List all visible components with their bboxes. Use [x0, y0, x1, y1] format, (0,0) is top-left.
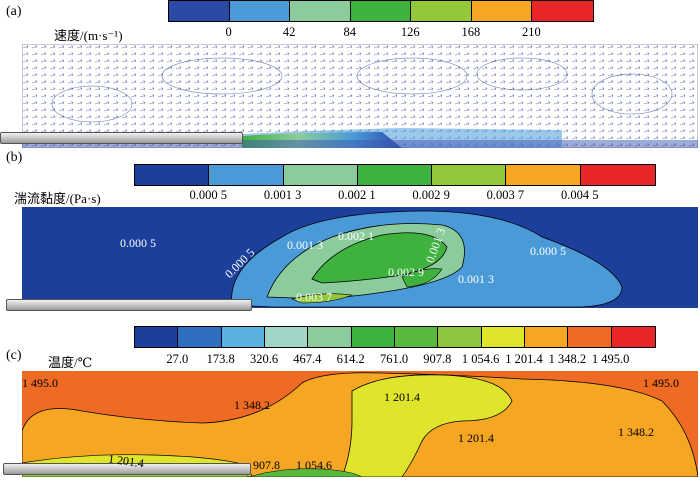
contour-label: 1 201.4	[384, 390, 420, 404]
colorbar-swatch	[169, 1, 230, 21]
colorbar-tick-label: 126	[400, 25, 420, 39]
colorbar-tick-label: 42	[282, 25, 296, 39]
colorbar-swatch	[438, 327, 482, 347]
lance-rod-c	[3, 463, 251, 475]
colorbar-swatch	[524, 327, 569, 347]
temperature-contour	[22, 371, 698, 477]
colorbar-swatch	[264, 327, 309, 347]
colorbar-tick-label: 84	[343, 25, 356, 39]
velocity-colorbar	[168, 0, 594, 22]
contour-label: 0.003 7	[296, 290, 332, 304]
panel-c-label: (c)	[6, 348, 22, 363]
colorbar-swatch	[229, 1, 291, 21]
contour-label: 1 348.2	[234, 398, 270, 412]
contour-label: 0.002 9	[388, 265, 424, 279]
colorbar-tick-label: 614.2	[336, 352, 365, 366]
colorbar-swatch	[506, 165, 581, 185]
panel-a-label: (a)	[6, 4, 22, 19]
temperature-colorbar	[134, 326, 656, 348]
panel-b-label: (b)	[6, 150, 23, 165]
colorbar-swatch	[580, 165, 655, 185]
colorbar-swatch	[135, 327, 179, 347]
colorbar-swatch	[481, 327, 525, 347]
colorbar-tick-label: 467.4	[293, 352, 322, 366]
contour-label: 1 348.2	[618, 425, 654, 439]
colorbar-swatch	[532, 1, 593, 21]
colorbar-swatch	[471, 1, 533, 21]
contour-label: 0.000 5	[530, 244, 566, 258]
colorbar-tick-label: 168	[461, 25, 481, 39]
colorbar-tick-label: 0.004 5	[560, 188, 599, 202]
colorbar-tick-label: 210	[522, 25, 541, 39]
contour-label: 0.001 3	[287, 238, 323, 252]
contour-label: 0.001 3	[458, 272, 494, 286]
colorbar-swatch	[135, 165, 210, 185]
colorbar-tick-label: 27.0	[166, 352, 189, 366]
colorbar-tick-label: 173.8	[206, 352, 235, 366]
viscosity-colorbar	[134, 164, 656, 186]
colorbar-swatch	[178, 327, 222, 347]
contour-label: 1 495.0	[643, 376, 679, 390]
colorbar-swatch	[308, 327, 352, 347]
colorbar-swatch	[611, 327, 655, 347]
temperature-colorbar-title: 温度/℃	[48, 355, 93, 370]
velocity-vector-field	[22, 44, 698, 148]
contour-label: 1 495.0	[22, 376, 58, 390]
viscosity-colorbar-title: 湍流黏度/(Pa·s)	[14, 191, 101, 206]
colorbar-tick-label: 0.000 5	[189, 188, 228, 202]
colorbar-tick-label: 320.6	[249, 352, 279, 366]
colorbar-tick-label: 907.8	[423, 352, 452, 366]
colorbar-tick-label: 761.0	[379, 352, 409, 366]
colorbar-swatch	[283, 165, 358, 185]
colorbar-swatch	[394, 327, 439, 347]
velocity-colorbar-title: 速度/(m·s⁻¹)	[54, 28, 123, 43]
colorbar-swatch	[221, 327, 265, 347]
colorbar-swatch	[351, 327, 395, 347]
colorbar-tick-label: 1 201.4	[505, 352, 543, 366]
lance-rod-b	[6, 299, 252, 311]
colorbar-swatch	[568, 327, 612, 347]
colorbar-tick-label: 1 495.0	[591, 352, 630, 366]
contour-label: 1 054.6	[296, 458, 332, 472]
contour-label: 0.002 1	[338, 229, 374, 243]
colorbar-swatch	[357, 165, 433, 185]
colorbar-tick-label: 0.002 9	[412, 188, 450, 202]
colorbar-tick-label: 0	[225, 25, 232, 39]
colorbar-tick-label: 0.002 1	[338, 188, 376, 202]
colorbar-tick-label: 1 348.2	[548, 352, 587, 366]
lance-rod	[0, 132, 243, 144]
colorbar-tick-label: 1 054.6	[461, 352, 500, 366]
colorbar-swatch	[350, 1, 412, 21]
contour-label: 907.8	[253, 458, 280, 472]
turbulent-viscosity-contour	[22, 207, 698, 308]
colorbar-tick-label: 0.001 3	[263, 188, 302, 202]
colorbar-tick-label: 0.003 7	[486, 188, 525, 202]
colorbar-swatch	[209, 165, 284, 185]
colorbar-swatch	[290, 1, 351, 21]
contour-label: 0.000 5	[120, 236, 156, 250]
contour-label: 1 201.4	[458, 431, 494, 445]
colorbar-swatch	[411, 1, 472, 21]
colorbar-swatch	[432, 165, 507, 185]
